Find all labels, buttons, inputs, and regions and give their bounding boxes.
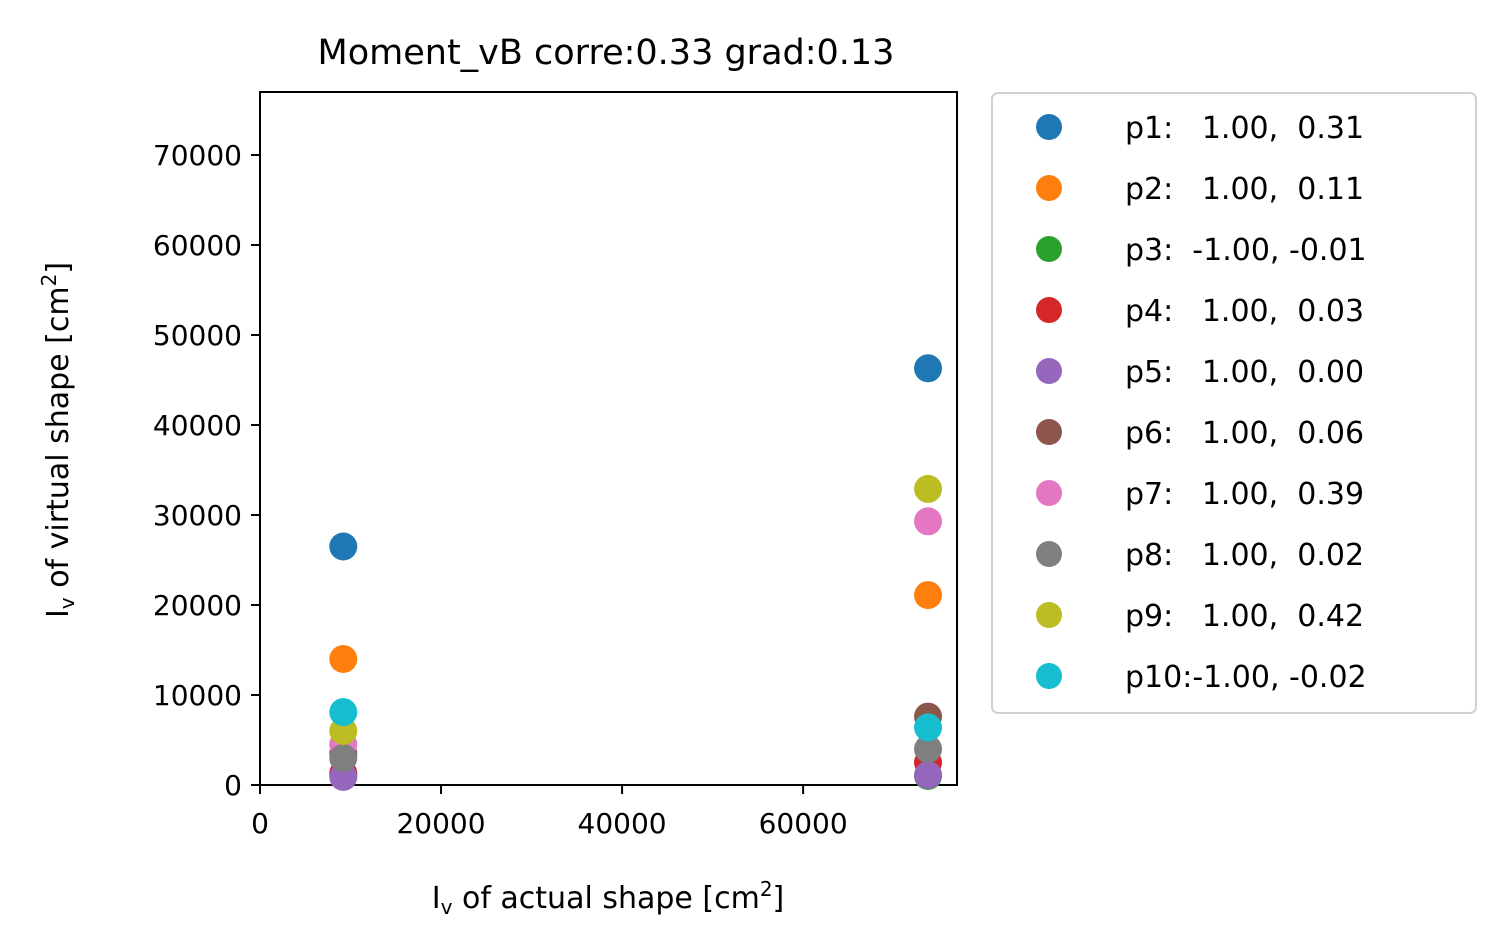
y-axis-label-main: I [41,609,76,618]
chart-title: Moment_vB corre:0.33 grad:0.13 [318,33,895,73]
y-tick-label: 20000 [153,589,242,622]
legend-marker-p8 [1036,541,1062,567]
data-point-p9 [914,474,943,503]
x-tick-label: 60000 [759,807,848,840]
legend-marker-p9 [1036,602,1062,628]
legend-label-p10: p10:-1.00, -0.02 [1125,660,1367,695]
data-points [329,354,943,791]
x-axis-label-sub: v [441,895,453,919]
x-tick-label: 20000 [396,807,485,840]
legend-marker-p1 [1036,114,1062,140]
data-point-p5 [914,761,943,790]
legend-label-p3: p3: -1.00, -0.01 [1125,233,1367,268]
y-tick-label: 50000 [153,319,242,352]
x-tick-label: 40000 [578,807,667,840]
data-point-p10 [914,713,943,742]
data-point-p8 [914,735,943,763]
data-point-p1 [914,354,943,383]
legend-marker-p10 [1036,663,1062,689]
y-tick-label: 10000 [153,679,242,712]
y-axis-label-sub: v [55,597,79,609]
legend: p1: 1.00, 0.31 p2: 1.00, 0.11 p3: -1.00, -… [991,92,1477,714]
legend-marker-p3 [1036,236,1062,262]
legend-label-p1: p1: 1.00, 0.31 [1125,111,1364,146]
legend-marker-p5 [1036,358,1062,384]
legend-label-p9: p9: 1.00, 0.42 [1125,599,1364,634]
x-axis-label-main: I [432,881,441,916]
legend-marker-p4 [1036,297,1062,323]
legend-label-p5: p5: 1.00, 0.00 [1125,355,1364,390]
legend-label-p7: p7: 1.00, 0.39 [1125,477,1364,512]
x-axis-label-end: ] [773,881,785,916]
x-axis-ticks: 0 20000 40000 60000 [251,785,848,840]
plot-area [259,91,958,786]
y-tick-label: 70000 [153,139,242,172]
x-axis-label-rest: of actual shape [cm [452,881,759,916]
legend-label-p8: p8: 1.00, 0.02 [1125,538,1364,573]
data-point-p2 [329,645,358,673]
y-axis-label-end: ] [41,262,76,274]
y-axis-label: Iv of virtual shape [cm2] [37,262,79,618]
legend-marker-p7 [1036,480,1062,506]
y-axis-ticks: 0 10000 20000 30000 40000 50000 60000 70000 [153,139,260,802]
data-point-p7 [914,507,943,536]
legend-label-p2: p2: 1.00, 0.11 [1125,172,1364,207]
data-point-p10 [329,698,358,727]
plot-frame [259,91,958,786]
y-tick-label: 60000 [153,229,242,262]
y-tick-label: 30000 [153,499,242,532]
data-point-p2 [914,581,943,610]
data-point-p8 [329,744,358,772]
y-axis-label-sup: 2 [37,274,61,287]
x-axis-label-sup: 2 [760,877,773,901]
legend-marker-p6 [1036,419,1062,445]
x-tick-label: 0 [251,807,269,840]
y-tick-label: 0 [224,769,242,802]
data-point-p1 [329,532,358,561]
legend-label-p4: p4: 1.00, 0.03 [1125,294,1364,329]
y-tick-label: 40000 [153,409,242,442]
legend-label-p6: p6: 1.00, 0.06 [1125,416,1364,451]
x-axis-label: Iv of actual shape [cm2] [432,877,785,919]
y-axis-label-rest: of virtual shape [cm [41,286,76,597]
legend-frame [991,92,1477,714]
legend-marker-p2 [1036,175,1062,201]
